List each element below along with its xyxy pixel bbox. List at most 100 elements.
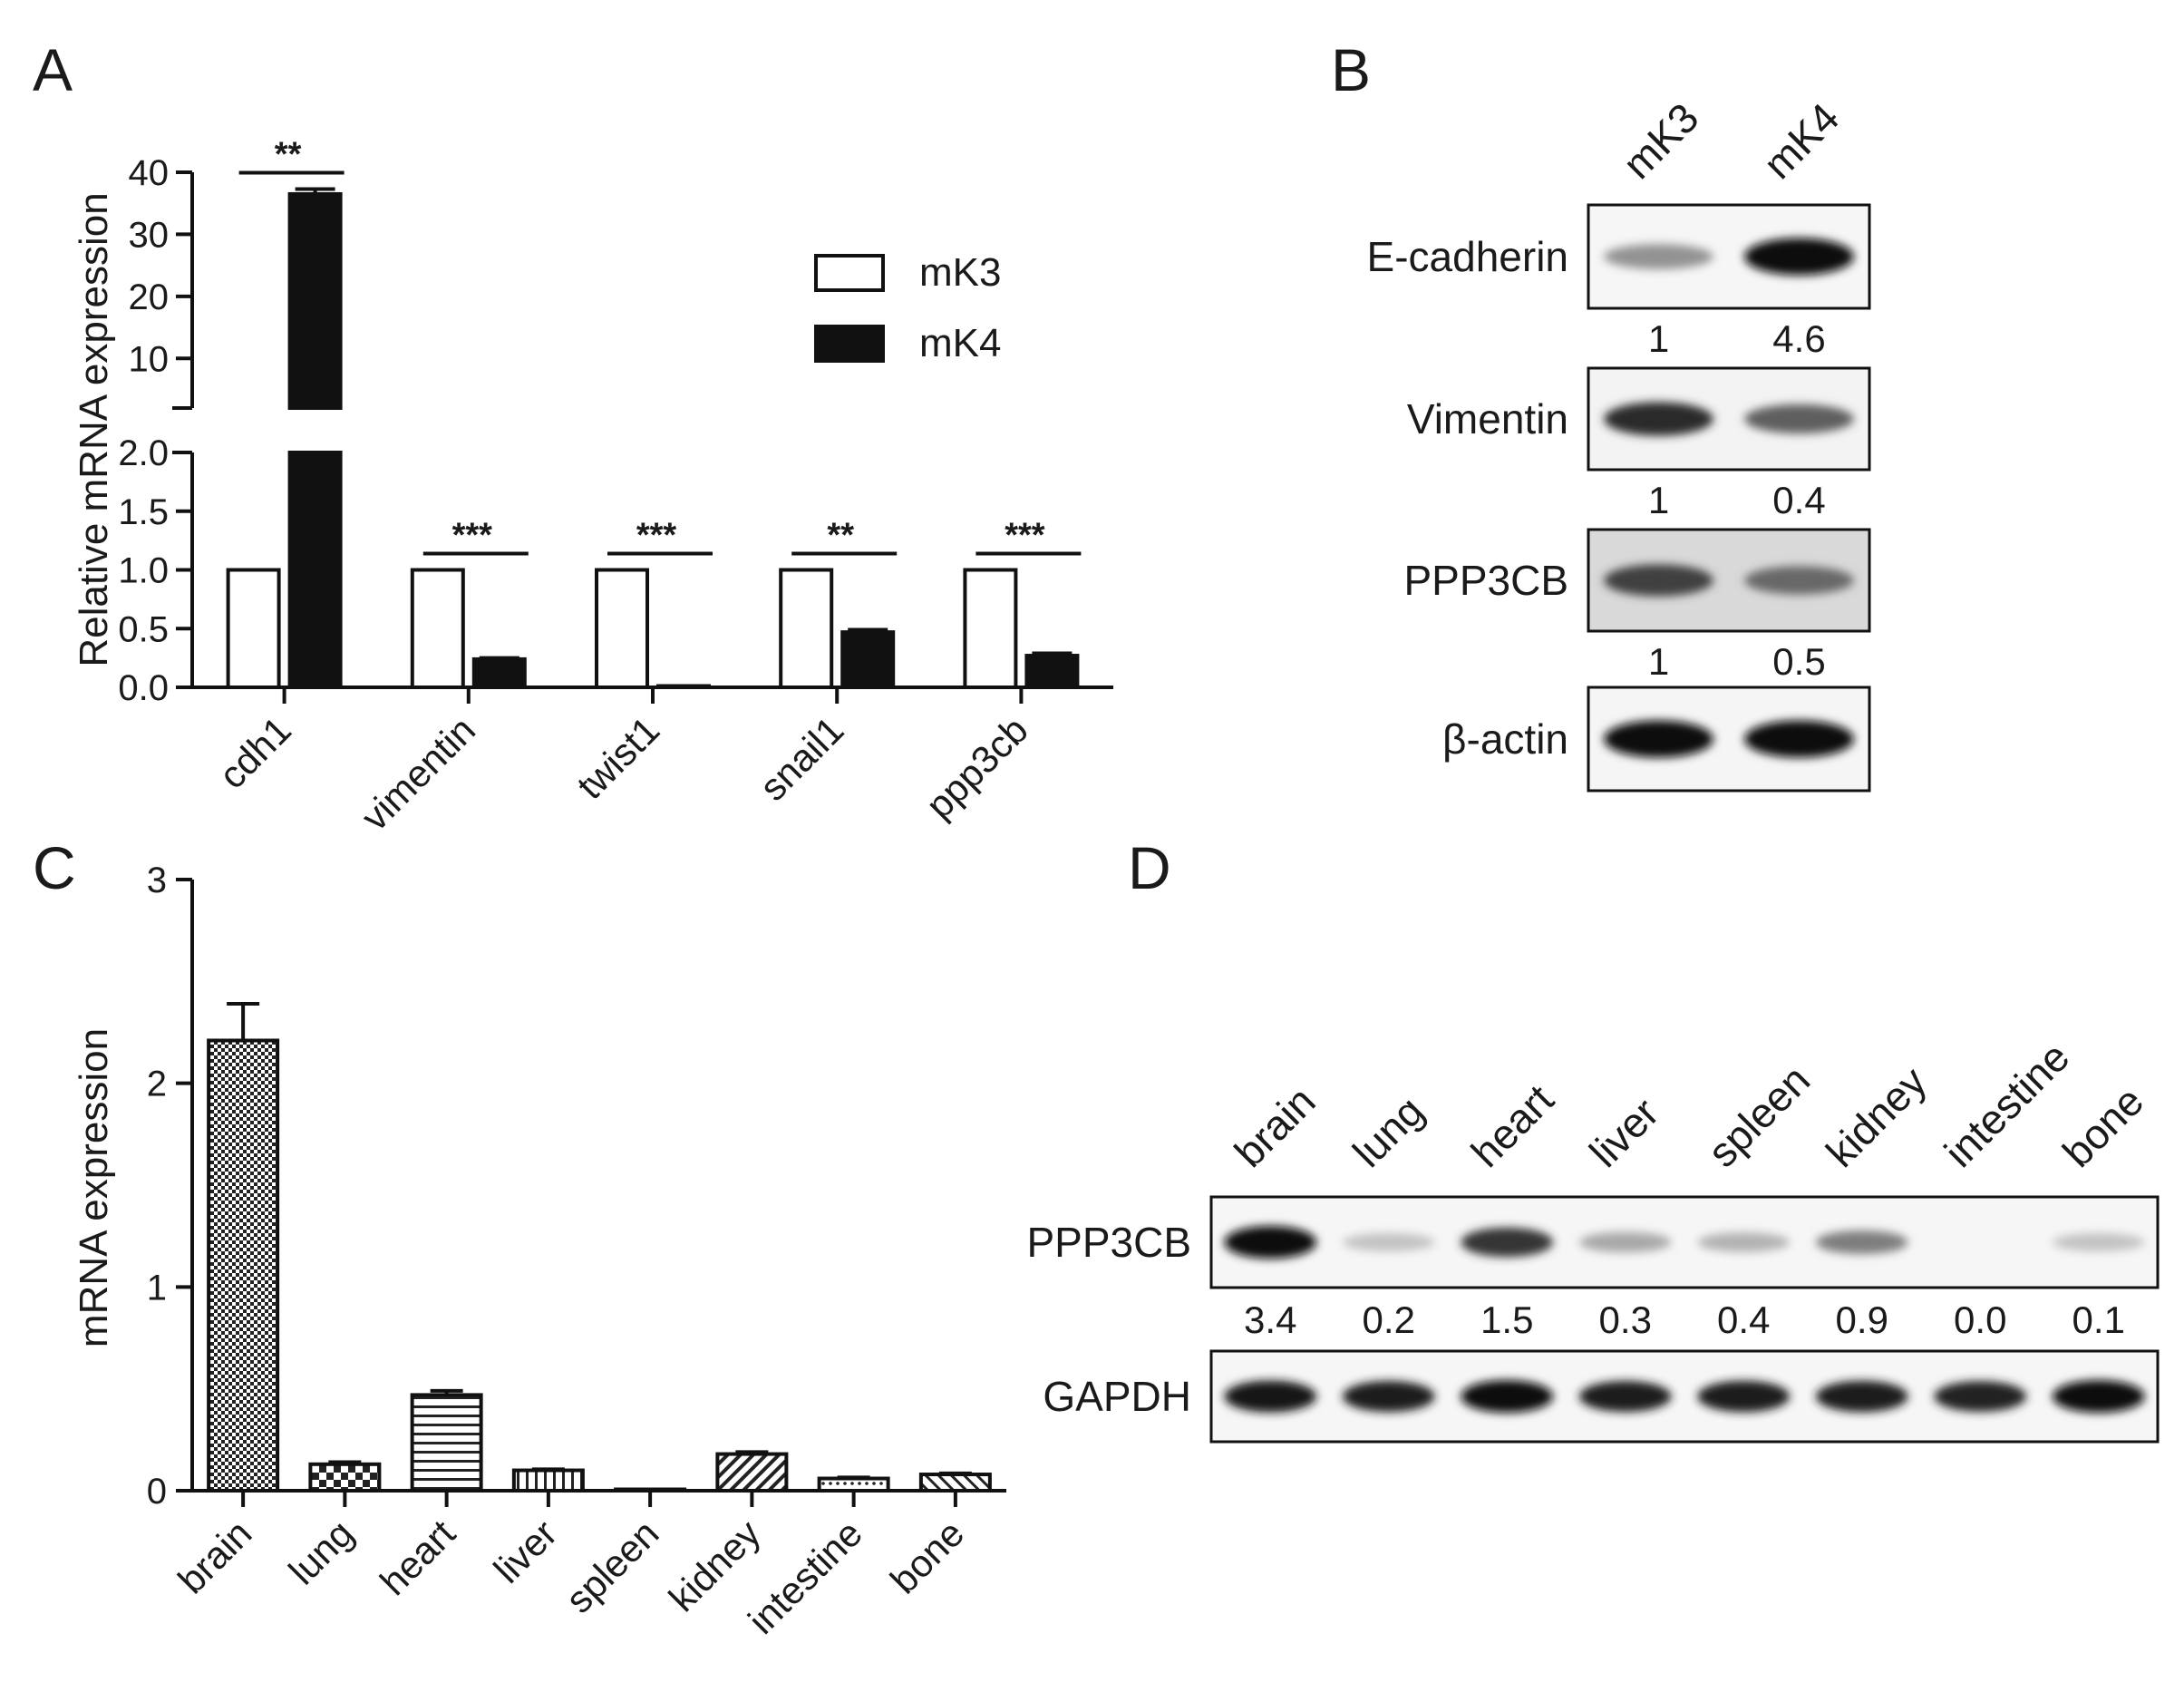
legend-label-mK4: mK4: [919, 321, 1001, 365]
band-quantification: 0.4: [1772, 479, 1825, 521]
x-tick-label-vimentin: vimentin: [353, 708, 483, 839]
y-tick-label: 1: [147, 1268, 167, 1308]
blot-panel-b: mK3 mK4 E-cadherin 1 4.6 Vimentin 1 0.4 PPP3CB 1 0…: [1367, 93, 1871, 793]
x-tick-label-heart: heart: [372, 1512, 463, 1603]
bar-kidney: [715, 1452, 789, 1493]
bar-mK3-cdh1: [226, 568, 281, 689]
significance-label: ***: [1005, 517, 1045, 555]
lane-label-lung: lung: [1344, 1087, 1432, 1176]
x-tick-label-brain: brain: [170, 1512, 259, 1601]
bar-mK3-ppp3cb: [963, 568, 1018, 689]
blot-band: [1578, 1231, 1672, 1253]
bar-mK4-twist1: [656, 684, 711, 689]
blot-band: [1342, 1380, 1435, 1413]
panel-label-d: D: [1128, 834, 1171, 901]
band-quantification: 0.0: [1954, 1298, 2006, 1341]
y-tick-label: 0.5: [118, 609, 169, 649]
legend-swatch-mK3: [814, 254, 885, 292]
band-quantification: 0.3: [1599, 1298, 1652, 1341]
blot-band: [1744, 404, 1854, 434]
blot-label-β-actin: β-actin: [1442, 715, 1568, 763]
blot-band: [1815, 1230, 1908, 1255]
significance-label: **: [275, 135, 302, 173]
blot-band: [1744, 720, 1854, 758]
lane-label-mK3: mK3: [1614, 93, 1708, 188]
lane-label-intestine: intestine: [1936, 1033, 2079, 1176]
bar-mK3-vimentin: [410, 568, 465, 689]
band-quantification: 0.4: [1717, 1298, 1770, 1341]
band-quantification: 1: [1648, 317, 1669, 360]
significance-label: **: [827, 517, 854, 555]
bar-heart: [410, 1393, 483, 1493]
x-tick-label-cdh1: cdh1: [210, 708, 299, 797]
x-tick-label-liver: liver: [486, 1512, 566, 1591]
y-tick-label: 1.0: [118, 551, 169, 591]
band-quantification: 4.6: [1772, 317, 1825, 360]
y-tick-label: 2: [147, 1065, 167, 1104]
chart-panel-a: 0.0 0.5 1.0 1.5 2.0 10 20 30 40 Relative mRNA exp…: [72, 135, 1113, 839]
significance-label: ***: [452, 517, 493, 555]
blot-band: [1604, 244, 1713, 269]
blot-label-GAPDH: GAPDH: [1043, 1373, 1191, 1420]
lane-label-liver: liver: [1580, 1089, 1667, 1176]
bar-intestine: [817, 1476, 890, 1493]
blot-band: [1815, 1380, 1908, 1413]
lane-label-heart: heart: [1462, 1075, 1563, 1176]
y-tick-label: 1.5: [118, 492, 169, 532]
y-tick-label: 0: [147, 1472, 167, 1512]
legend-label-mK3: mK3: [919, 250, 1001, 295]
blot-band: [2052, 1380, 2145, 1413]
blot-band: [1461, 1227, 1554, 1258]
band-quantification: 0.2: [1363, 1298, 1415, 1341]
blot-label-E-cadherin: E-cadherin: [1367, 233, 1568, 280]
y-tick-label: 40: [129, 153, 170, 193]
lane-label-spleen: spleen: [1699, 1055, 1820, 1176]
blot-band: [1934, 1381, 2027, 1412]
band-quantification: 1: [1648, 640, 1669, 683]
y-axis-label: Relative mRNA expression: [72, 192, 116, 666]
x-tick-label-bone: bone: [882, 1512, 972, 1601]
band-quantification: 3.4: [1244, 1298, 1296, 1341]
blot-band: [1744, 238, 1854, 276]
y-tick-label: 30: [129, 215, 170, 255]
bar-mK4-vimentin: [471, 656, 527, 689]
blot-band: [1224, 1380, 1317, 1413]
blot-band: [2052, 1232, 2145, 1252]
significance-label: ***: [636, 517, 677, 555]
lane-label-kidney: kidney: [1817, 1057, 1936, 1176]
x-tick-label-spleen: spleen: [558, 1512, 667, 1621]
blot-band: [1461, 1380, 1554, 1413]
bar-bone: [918, 1473, 992, 1493]
x-tick-label-snail1: snail1: [752, 708, 852, 809]
x-tick-label-intestine: intestine: [740, 1512, 870, 1642]
bar-liver: [511, 1468, 585, 1493]
band-quantification: 0.5: [1772, 640, 1825, 683]
y-tick-label: 20: [129, 277, 170, 317]
band-quantification: 1.5: [1480, 1298, 1533, 1341]
y-axis-label: mRNA expression: [72, 1028, 116, 1347]
blot-band: [1604, 402, 1713, 436]
panel-label-b: B: [1331, 36, 1371, 103]
bar-lung: [308, 1462, 382, 1493]
blot-band: [1697, 1380, 1791, 1413]
blot-label-Vimentin: Vimentin: [1407, 395, 1568, 442]
y-tick-label: 2.0: [118, 433, 169, 473]
y-tick-label: 0.0: [118, 668, 169, 708]
bar-brain: [207, 1038, 280, 1493]
band-quantification: 0.9: [1836, 1298, 1888, 1341]
legend-swatch-mK4: [814, 325, 885, 363]
blot-band: [1604, 564, 1713, 597]
bar-spleen: [614, 1487, 687, 1493]
blot-band: [1697, 1232, 1791, 1252]
x-tick-label-lung: lung: [280, 1512, 361, 1592]
lane-label-brain: brain: [1226, 1077, 1325, 1176]
blot-band: [1224, 1226, 1317, 1259]
lane-label-mK4: mK4: [1754, 93, 1849, 188]
blot-band: [1744, 566, 1854, 595]
blot-label-PPP3CB: PPP3CB: [1026, 1219, 1191, 1266]
chart-panel-c: 0 1 2 3 mRNA expression brain lung heart liversp…: [72, 861, 1006, 1642]
band-quantification: 1: [1648, 479, 1669, 521]
panel-label-c: C: [33, 834, 76, 901]
